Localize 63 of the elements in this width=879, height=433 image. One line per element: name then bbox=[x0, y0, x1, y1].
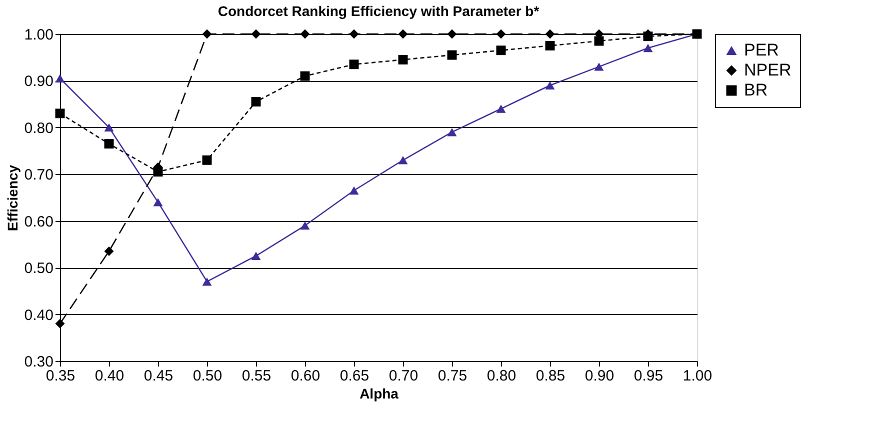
point bbox=[104, 246, 114, 256]
point bbox=[545, 29, 555, 39]
point bbox=[398, 29, 408, 39]
y-tick-label: 0.80 bbox=[24, 120, 54, 137]
x-tick-label: 0.70 bbox=[388, 368, 418, 384]
x-tick-label: 0.80 bbox=[486, 368, 516, 384]
point bbox=[300, 221, 310, 230]
y-tick-label: 0.50 bbox=[24, 260, 54, 278]
x-tick-label: 0.75 bbox=[438, 368, 468, 384]
point bbox=[447, 128, 457, 136]
point bbox=[349, 29, 359, 39]
x-axis-title: Alpha bbox=[360, 386, 399, 402]
point bbox=[398, 156, 408, 164]
x-tick-label: 0.40 bbox=[94, 368, 124, 384]
point bbox=[251, 96, 261, 106]
y-tick-label: 0.60 bbox=[24, 213, 54, 230]
point bbox=[349, 60, 359, 70]
point bbox=[202, 29, 212, 39]
point bbox=[153, 198, 163, 206]
point bbox=[251, 29, 261, 39]
point bbox=[496, 46, 506, 56]
x-tick-label: 0.35 bbox=[46, 368, 76, 384]
y-tick-label: 1.00 bbox=[24, 26, 54, 44]
y-tick-label: 0.30 bbox=[24, 354, 54, 370]
point bbox=[545, 40, 555, 50]
point bbox=[104, 123, 114, 132]
legend-label: NPER bbox=[744, 60, 792, 80]
x-tick-label: 0.85 bbox=[536, 368, 566, 384]
y-tick-label: 0.70 bbox=[24, 166, 54, 184]
legend-label: BR bbox=[744, 80, 768, 100]
x-tick-label: 0.45 bbox=[144, 368, 174, 384]
point bbox=[349, 186, 359, 195]
point bbox=[545, 81, 555, 90]
point bbox=[594, 62, 604, 71]
point bbox=[202, 155, 212, 165]
x-tick-label: 0.95 bbox=[634, 368, 664, 384]
point bbox=[594, 36, 604, 46]
point bbox=[643, 32, 653, 42]
point bbox=[55, 318, 65, 328]
x-tick-label: 0.55 bbox=[242, 368, 272, 384]
point bbox=[300, 29, 310, 39]
point bbox=[643, 44, 653, 52]
point bbox=[398, 54, 408, 64]
chart-title: Condorcet Ranking Efficiency with Parameter b* bbox=[218, 3, 540, 19]
point bbox=[496, 104, 506, 113]
y-tick-label: 0.40 bbox=[24, 306, 54, 324]
x-tick-label: 0.90 bbox=[584, 368, 614, 384]
x-tick-label: 0.50 bbox=[192, 368, 222, 384]
legend-label: PER bbox=[744, 40, 779, 60]
point bbox=[447, 50, 457, 60]
point bbox=[300, 71, 310, 81]
point bbox=[55, 108, 65, 118]
point bbox=[153, 167, 163, 177]
x-tick-label: 0.60 bbox=[290, 368, 320, 384]
point bbox=[104, 139, 114, 149]
point bbox=[202, 277, 212, 286]
x-tick-label: 0.65 bbox=[340, 368, 370, 384]
x-tick-label: 1.00 bbox=[682, 368, 712, 384]
point bbox=[496, 29, 506, 39]
y-axis-title: Efficiency bbox=[4, 164, 20, 232]
point bbox=[251, 252, 261, 260]
y-tick-label: 0.90 bbox=[24, 73, 54, 90]
point bbox=[447, 29, 457, 39]
